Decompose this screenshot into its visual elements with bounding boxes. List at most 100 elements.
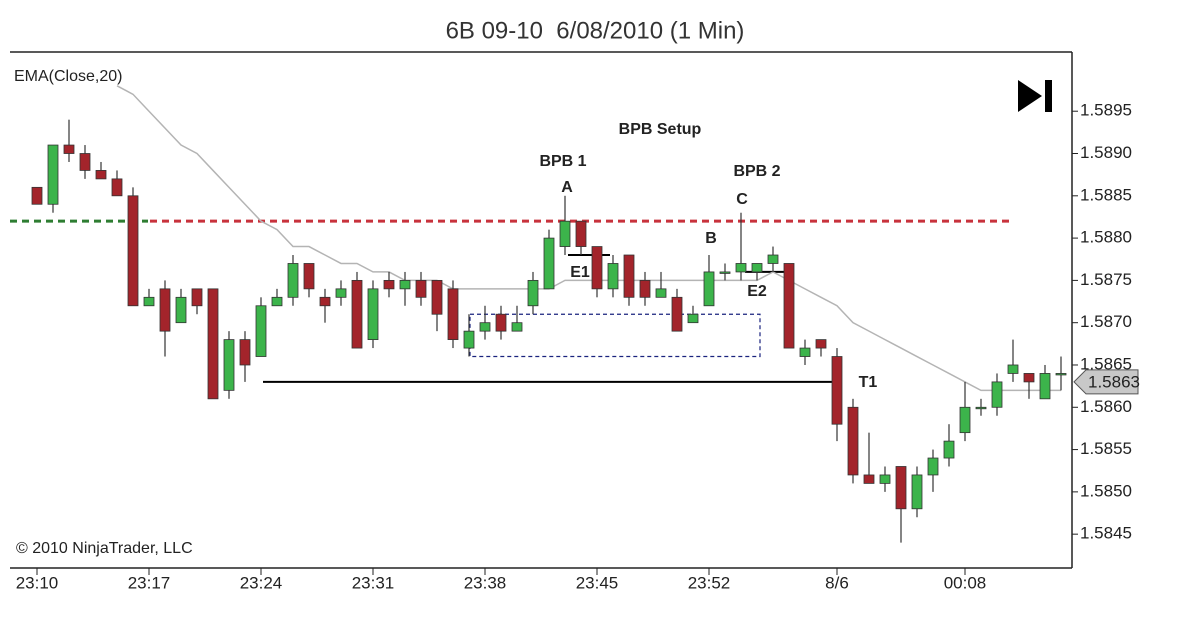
copyright: © 2010 NinjaTrader, LLC [16,540,193,557]
candle-body [1039,373,1051,400]
candle-body [431,279,443,315]
candle-body [783,263,795,349]
candle-body [207,288,219,400]
candle-body [111,178,123,197]
annotation: T1 [859,374,878,391]
candle-body [527,279,539,307]
chart-title: 6B 09-10 6/08/2010 (1 Min) [446,17,745,44]
candle-body [463,330,475,349]
y-tick-label: 1.5870 [1080,312,1132,331]
annotation: BPB 2 [733,163,780,180]
candle-body [383,279,395,290]
candle-body [735,263,747,273]
y-tick-label: 1.5865 [1080,354,1132,373]
candle-body [975,406,987,410]
candle-body [303,263,315,290]
x-tick-label: 23:52 [688,573,731,592]
annotation: E2 [747,283,767,300]
y-tick-label: 1.5880 [1080,228,1132,247]
candle-body [31,186,43,205]
candle-body [1007,364,1019,374]
ema-line [116,85,1061,392]
candle-body [591,246,603,290]
candle-body [255,305,267,357]
annotation: BPB Setup [619,121,702,138]
candle-body [319,296,331,307]
candle-body [831,356,843,425]
candle-body [63,144,75,154]
annotation: B [705,230,717,247]
x-tick-label: 23:24 [240,573,283,592]
annotation: A [561,179,573,196]
x-tick-label: 23:31 [352,573,395,592]
candle-body [799,347,811,357]
candle-body [815,339,827,349]
end-bar[interactable] [1045,80,1052,112]
candle-body [927,457,939,476]
candle-body [847,406,859,476]
candle-body [127,195,139,307]
y-tick-label: 1.5855 [1080,439,1132,458]
candle-body [959,406,971,434]
candle-body [719,271,731,274]
candle-body [607,263,619,290]
annotation: E1 [570,264,590,281]
candle-body [879,474,891,484]
candle-body [687,313,699,324]
candle-body [447,288,459,341]
candle-body [351,279,363,349]
y-tick-label: 1.5895 [1080,101,1132,120]
y-tick-label: 1.5890 [1080,143,1132,162]
last-price-label: 1.5863 [1088,372,1140,391]
annotation: C [736,191,748,208]
plot-layer: 1.5845 1.5850 1.5855 1.5860 1.5865 1.5870 1.58… [10,85,1140,592]
candle-body [143,296,155,307]
candle-body [191,288,203,307]
candle-body [943,440,955,459]
candle-body [415,279,427,298]
candle-body [623,254,635,298]
candle-body [991,381,1003,408]
x-tick-label: 23:10 [16,573,59,592]
candle-body [751,263,763,273]
candle-body [479,322,491,332]
candle-body [159,288,171,332]
candle-body [559,220,571,247]
x-tick-label: 23:45 [576,573,619,592]
x-tick-label: 23:17 [128,573,171,592]
x-tick-label: 8/6 [825,573,849,592]
x-tick-label: 23:38 [464,573,507,592]
go-to-end-icon[interactable] [1018,80,1052,112]
candle-body [399,279,411,290]
candle-body [335,288,347,298]
candle-body [175,296,187,324]
candle-body [911,474,923,510]
candle-body [543,237,555,290]
x-tick-label: 00:08 [944,573,987,592]
y-tick-label: 1.5860 [1080,397,1132,416]
y-tick-label: 1.5850 [1080,481,1132,500]
annotation: BPB 1 [539,153,586,170]
y-tick-label: 1.5845 [1080,524,1132,543]
candle-body [895,466,907,510]
candle-body [511,322,523,332]
candle-body [655,288,667,298]
last-price-marker [1073,369,1139,395]
candle-body [367,288,379,341]
play-triangle[interactable] [1018,80,1042,112]
candle-body [1055,373,1067,376]
candle-body [287,263,299,298]
candle-body [95,170,107,180]
candle-body [79,153,91,171]
candle-body [495,313,507,332]
candle-body [271,296,283,307]
candle-body [223,339,235,391]
candle-body [863,474,875,484]
y-tick-label: 1.5885 [1080,185,1132,204]
candle-body [575,220,587,247]
setup-zone [469,313,761,358]
candle-body [703,271,715,307]
candle-body [767,254,779,264]
